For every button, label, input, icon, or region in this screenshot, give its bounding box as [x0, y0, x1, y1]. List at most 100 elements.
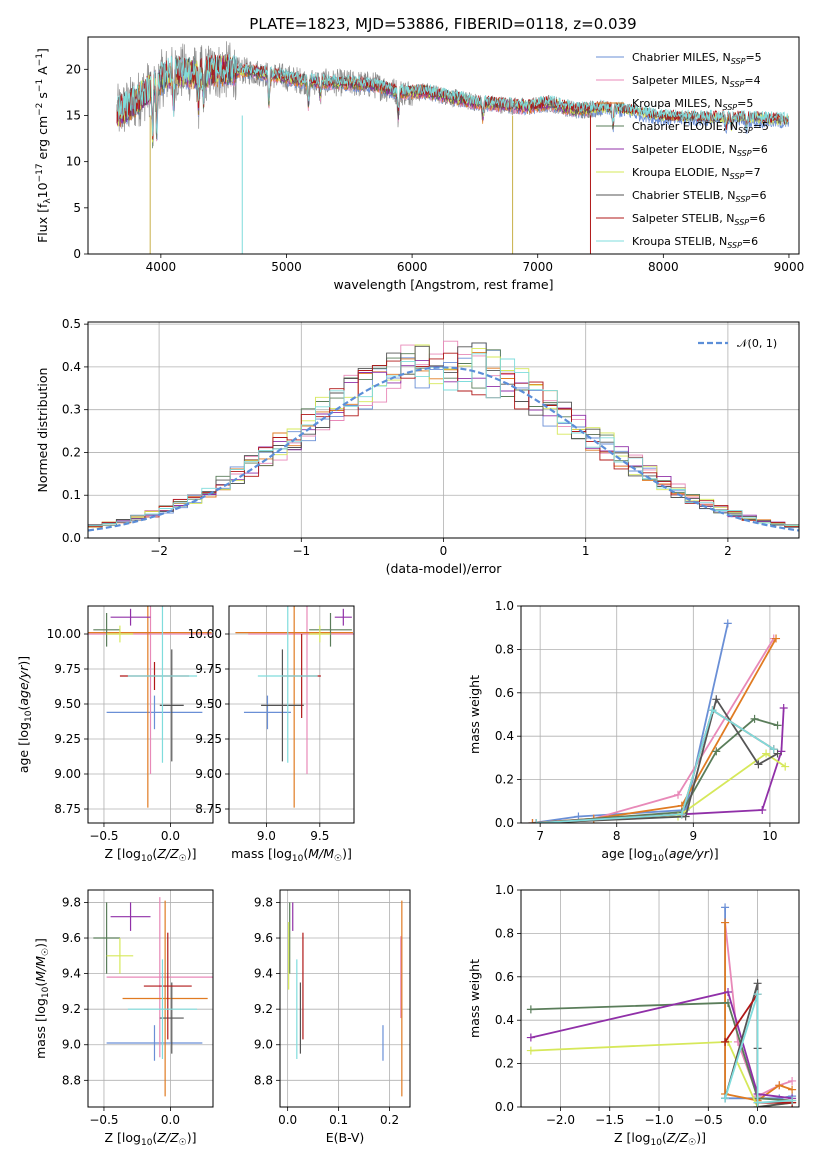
weight-marker-kroupa_stelib [753, 990, 762, 999]
weight-line-chabrier_stelib [724, 983, 793, 1107]
weight-marker-salpeter_elodie [777, 747, 786, 756]
x-tick-label: 8 [613, 829, 621, 843]
x-tick-label: 0.0 [278, 1113, 297, 1127]
legend-entry: Chabrier ELODIE, NSSP=5 [632, 120, 769, 135]
x-tick-label: 9 [689, 829, 697, 843]
weight-line-chabrier_elodie [530, 1001, 793, 1102]
x-tick-label: −1.5 [595, 1113, 624, 1127]
panel-weight_vs_Z: −2.0 −1.5 −1.0 −0.5 0.0 0.0 0.2 0.4 0.6 0.8 1.0 Z [… [467, 883, 800, 1148]
y-tick-label: 0.4 [62, 360, 81, 374]
y-tick-label: 9.50 [54, 697, 81, 711]
y-tick-label: 8.75 [54, 802, 81, 816]
y-tick-label: 9.75 [195, 662, 222, 676]
weight-marker-chabrier_stelib [712, 695, 721, 704]
x-tick-label: −2 [150, 544, 168, 558]
x-tick-label: 10 [762, 829, 777, 843]
weight-marker-salpeter_miles [788, 1076, 797, 1085]
y-tick-label: 0.4 [495, 1013, 514, 1027]
x-tick-label: −1 [292, 544, 310, 558]
weight-marker-kroupa_elodie [526, 1046, 535, 1055]
y-tick-label: 5 [73, 201, 81, 215]
panel-mass_vs_EBV: 0.0 0.1 0.2 8.8 9.0 9.2 9.4 9.6 9.8 E(B-V) [254, 889, 411, 1145]
weight-marker-kroupa_stelib [677, 810, 686, 819]
y-tick-label: 0.6 [495, 970, 514, 984]
y-tick-label: 10.00 [47, 627, 81, 641]
weight-marker-kroupa_miles [721, 918, 730, 927]
y-tick-label: 9.2 [254, 1002, 273, 1016]
y-tick-label: 9.0 [62, 1038, 81, 1052]
y-axis-label: Flux [fλ10−17 erg cm−2 s−1 A−1] [35, 48, 53, 243]
y-tick-label: 0.0 [62, 531, 81, 545]
axes-frame [87, 36, 800, 255]
weight-marker-salpeter_elodie [779, 703, 788, 712]
x-axis-label: Z [log10(Z/Z☉)] [105, 1130, 197, 1148]
panel-mass_vs_Z: −0.5 0.0 8.8 9.0 9.2 9.4 9.6 9.8 Z [log10(Z/Z☉)]… [33, 889, 214, 1148]
x-tick-label: −0.5 [694, 1113, 723, 1127]
weight-marker-kroupa_stelib [788, 1096, 797, 1105]
weight-marker-salpeter_elodie [526, 1033, 535, 1042]
y-tick-label: 0.2 [62, 445, 81, 459]
weight-line-kroupa_elodie [530, 1040, 793, 1107]
x-axis-label: Z [log10(Z/Z☉)] [614, 1130, 706, 1148]
plot-area-spectrum [116, 41, 790, 254]
panel-age_vs_Z: −0.5 0.0 8.75 9.00 9.25 9.50 9.75 10.00 Z [log10… [16, 605, 214, 864]
weight-marker-chabrier_elodie [750, 714, 759, 723]
y-tick-label: 9.8 [254, 895, 273, 909]
y-tick-label: 9.8 [62, 895, 81, 909]
y-tick-label: 9.50 [195, 697, 222, 711]
weight-line-chabrier_miles [532, 623, 729, 823]
weight-marker-chabrier_stelib [753, 979, 762, 988]
x-tick-label: 0.0 [748, 1113, 767, 1127]
panel-spectrum: 4000 5000 6000 7000 8000 9000 0 5 10 15 20 waveleng… [35, 36, 804, 292]
normal-curve [88, 366, 799, 532]
weight-marker-kroupa_elodie [781, 762, 790, 771]
panel-residuals: −2 −1 0 1 2 0.0 0.1 0.2 0.3 0.4 0.5 𝒩(0, 1) (data-mo… [35, 317, 800, 576]
legend-entry: Kroupa MILES, NSSP=5 [632, 97, 753, 112]
weight-marker-chabrier_stelib [754, 760, 763, 769]
weight-marker-chabrier_miles [721, 903, 730, 912]
x-tick-label: 0.1 [329, 1113, 348, 1127]
x-tick-label: 7000 [522, 260, 553, 274]
y-tick-label: 9.4 [62, 967, 81, 981]
legend-entry: Chabrier MILES, NSSP=5 [632, 51, 762, 66]
x-axis-label: mass [log10(M/M☉)] [231, 846, 352, 864]
legend-entry: Kroupa ELODIE, NSSP=7 [632, 166, 761, 181]
weight-marker-chabrier_elodie [526, 1005, 535, 1014]
axes-frame [87, 605, 214, 824]
y-tick-label: 0.1 [62, 488, 81, 502]
model-spectrum-kroupa_stelib [116, 54, 790, 137]
weight-marker-chabrier_elodie [773, 721, 782, 730]
y-tick-label: 0.5 [62, 317, 81, 331]
y-tick-label: 8.8 [254, 1073, 273, 1087]
x-tick-label: 0.0 [161, 829, 180, 843]
x-tick-label: 9.5 [310, 829, 329, 843]
plot-area-weight_vs_Z [526, 903, 797, 1107]
y-tick-label: 15 [66, 108, 81, 122]
y-tick-label: 0.2 [495, 1057, 514, 1071]
weight-line-chabrier_miles [724, 907, 793, 1100]
x-tick-label: −0.5 [89, 829, 118, 843]
plot-area-age_vs_mass [235, 606, 354, 808]
y-tick-label: 9.75 [54, 662, 81, 676]
axes-frame [228, 605, 355, 824]
axes-frame [520, 889, 800, 1108]
weight-line-kroupa_elodie [536, 752, 786, 823]
y-tick-label: 0.0 [495, 1100, 514, 1114]
weight-marker-chabrier_elodie [712, 747, 721, 756]
x-tick-label: −1.0 [644, 1113, 673, 1127]
x-tick-label: −2.0 [546, 1113, 575, 1127]
weight-marker-salpeter_elodie [758, 805, 767, 814]
x-tick-label: 2 [724, 544, 732, 558]
panel-weight_vs_age: 7 8 9 10 0.0 0.2 0.4 0.6 0.8 1.0 age [log10(age/yr… [467, 599, 800, 864]
y-tick-label: 9.00 [195, 767, 222, 781]
y-axis-label: mass weight [467, 675, 482, 754]
weight-marker-kroupa_miles [528, 819, 537, 823]
x-axis-label: Z [log10(Z/Z☉)] [105, 846, 197, 864]
weight-marker-kroupa_stelib [769, 745, 778, 754]
weight-marker-kroupa_miles [775, 1081, 784, 1090]
plot-area-residuals [88, 340, 799, 532]
y-tick-label: 0.0 [495, 816, 514, 830]
y-tick-label: 10 [66, 155, 81, 169]
x-tick-label: 5000 [271, 260, 302, 274]
